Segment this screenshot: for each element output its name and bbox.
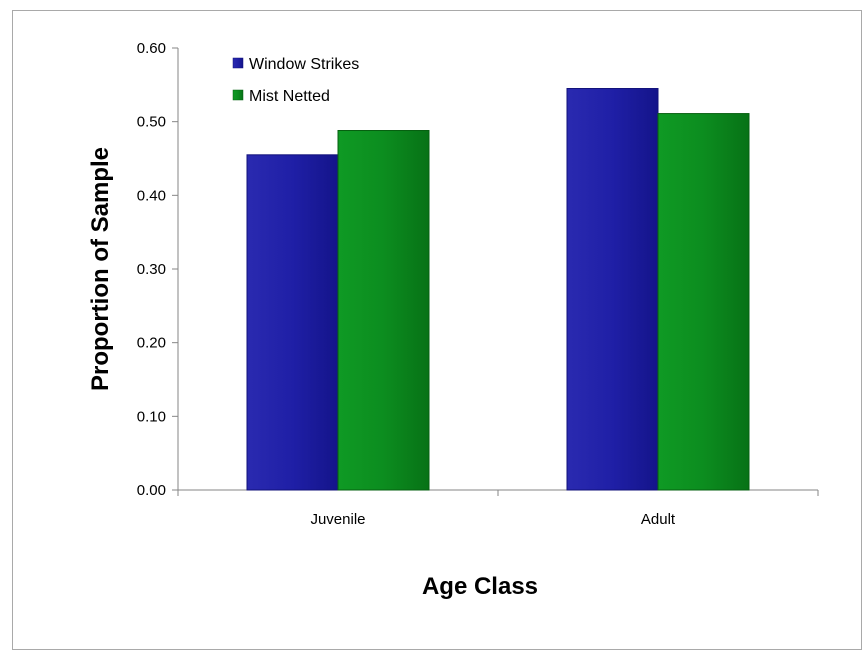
y-tick-label: 0.00 [137,482,166,499]
legend: Window Strikes Mist Netted [232,56,359,105]
bars [246,88,750,491]
y-tick-label: 0.40 [137,187,166,204]
y-tick-label: 0.50 [137,114,166,131]
bar-mist-netted-juvenile [337,130,430,491]
legend-swatch-mist-netted [232,89,244,101]
y-tick-label: 0.30 [137,261,166,278]
legend-label-mist-netted: Mist Netted [249,88,330,105]
bar-chart: 0.00 0.10 0.20 0.30 0.40 0.50 0.60 Juvenile Adu… [87,40,819,600]
bar-window-strikes-juvenile [246,154,339,491]
x-axis-title: Age Class [422,573,538,600]
bar-mist-netted-adult [657,113,750,491]
y-tick-label: 0.10 [137,408,166,425]
legend-label-window-strikes: Window Strikes [249,56,359,73]
y-ticks: 0.00 0.10 0.20 0.30 0.40 0.50 0.60 [137,40,178,499]
x-tick-label: Juvenile [310,511,365,528]
x-tick-label: Adult [641,511,676,528]
y-tick-label: 0.60 [137,40,166,57]
legend-swatch-window-strikes [232,57,244,69]
y-axis-title: Proportion of Sample [87,147,114,391]
bar-window-strikes-adult [566,88,659,491]
y-tick-label: 0.20 [137,335,166,352]
x-ticks: Juvenile Adult [177,490,819,528]
